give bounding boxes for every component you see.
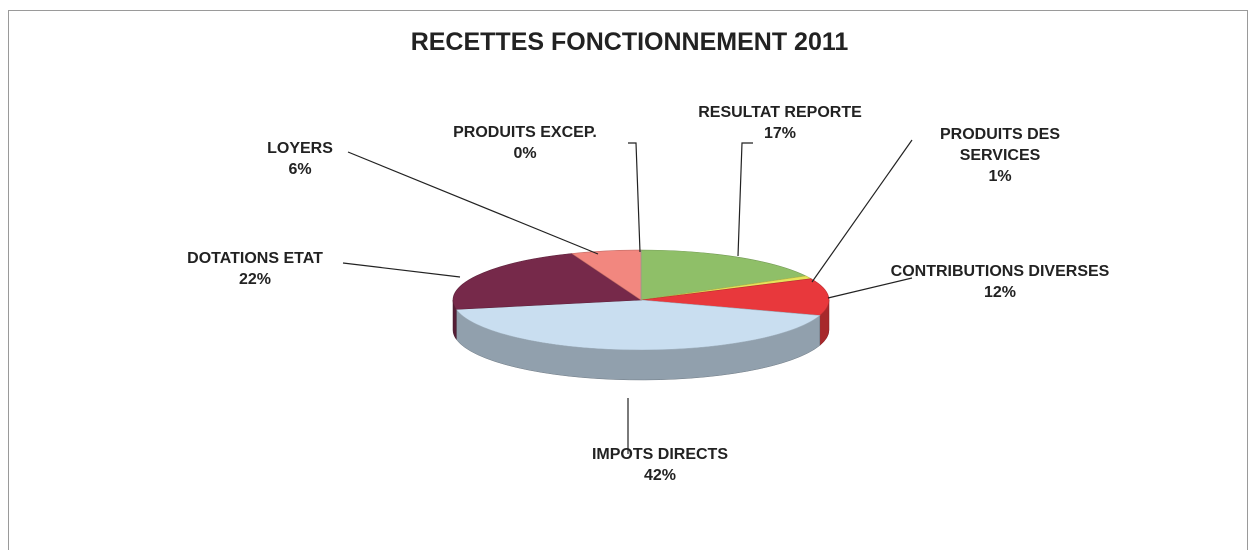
label-value: 12% [983,284,1017,301]
label-value: 22% [238,271,272,288]
slice [452,253,642,310]
slice [640,278,830,316]
label-value: 1% [988,168,1012,185]
label-name: PRODUITS DES SERVICES [939,126,1060,164]
label-name: DOTATIONS ETAT [187,250,323,267]
chart-title: RECETTES FONCTIONNEMENT 2011 [410,28,849,56]
slice [455,299,821,351]
data-label: RESULTAT REPORTE 17% [660,102,900,144]
label-name: IMPOTS DIRECTS [591,446,728,463]
leader-line [827,277,913,299]
leader-line [811,139,913,283]
data-label: DOTATIONS ETAT 22% [135,248,375,290]
label-value: 0% [513,145,537,162]
leader-line [347,151,599,255]
data-label: PRODUITS DES SERVICES 1% [900,124,1100,187]
label-name: CONTRIBUTIONS DIVERSES [890,263,1110,280]
leader-line [342,262,461,278]
label-name: RESULTAT REPORTE [698,104,862,121]
data-label: PRODUITS EXCEP. 0% [415,122,635,164]
slice [640,249,807,301]
label-value: 42% [643,467,677,484]
data-label: CONTRIBUTIONS DIVERSES 12% [890,261,1110,303]
label-value: 17% [763,125,797,142]
leader-line [737,142,753,257]
data-label: IMPOTS DIRECTS 42% [540,444,780,486]
label-value: 6% [288,161,312,178]
leader-line [628,142,641,253]
frame [8,10,1248,550]
data-label: LOYERS 6% [200,138,400,180]
label-name: LOYERS [267,140,333,157]
label-name: PRODUITS EXCEP. [453,124,597,141]
